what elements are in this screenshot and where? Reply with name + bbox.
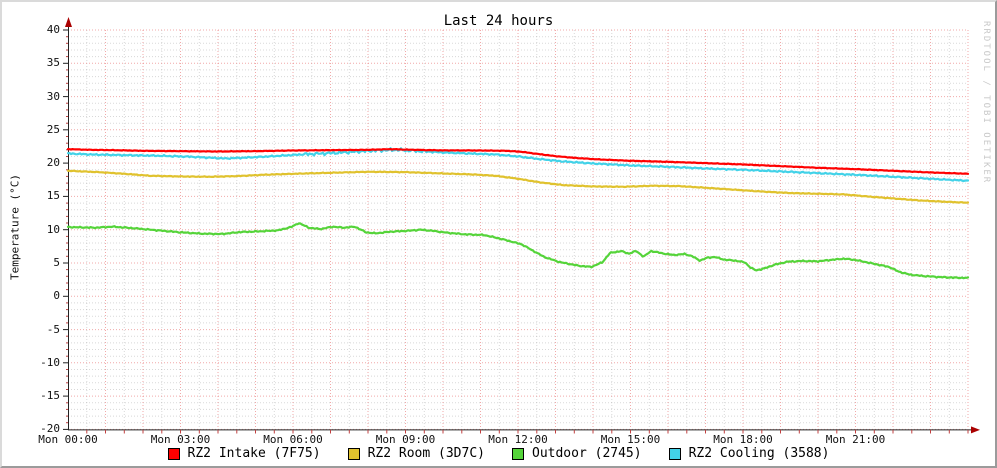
y-tick-label: 5 bbox=[53, 255, 60, 269]
x-tick-label: Mon 21:00 bbox=[825, 433, 886, 446]
x-tick-label: Mon 06:00 bbox=[263, 433, 323, 446]
legend-swatch bbox=[167, 447, 180, 460]
legend-label: RZ2 Room (3D7C) bbox=[367, 446, 485, 461]
chart-title: Last 24 hours bbox=[443, 13, 554, 29]
y-tick-label: 25 bbox=[46, 122, 60, 136]
legend-label: RZ2 Cooling (3588) bbox=[688, 446, 830, 461]
legend-swatch bbox=[668, 447, 681, 460]
y-tick-label: -15 bbox=[40, 389, 60, 403]
y-tick-label: 30 bbox=[46, 89, 60, 103]
legend: RZ2 Intake (7F75) RZ2 Room (3D7C) Outdoor … bbox=[2, 446, 995, 461]
y-tick-label: 15 bbox=[46, 189, 60, 203]
y-tick-label: 20 bbox=[46, 156, 60, 170]
y-tick-label: 35 bbox=[46, 56, 60, 70]
y-tick-label: 10 bbox=[46, 222, 60, 236]
x-tick-label: Mon 18:00 bbox=[713, 433, 773, 446]
legend-label: RZ2 Intake (7F75) bbox=[187, 446, 321, 461]
legend-swatch bbox=[347, 447, 360, 460]
x-tick-label: Mon 12:00 bbox=[488, 433, 548, 446]
legend-label: Outdoor (2745) bbox=[532, 446, 642, 461]
legend-swatch bbox=[512, 447, 524, 460]
x-tick-label: Mon 03:00 bbox=[150, 433, 211, 446]
y-tick-label: 0 bbox=[53, 289, 60, 303]
x-tick-label: Mon 00:00 bbox=[38, 433, 98, 446]
x-tick-label: Mon 15:00 bbox=[600, 433, 661, 446]
y-tick-label: 40 bbox=[46, 23, 60, 36]
legend-item: Outdoor (2745) bbox=[512, 446, 642, 461]
legend-item: RZ2 Cooling (3588) bbox=[668, 446, 830, 461]
legend-item: RZ2 Room (3D7C) bbox=[347, 446, 485, 461]
y-tick-label: -10 bbox=[40, 355, 60, 369]
x-tick-label: Mon 09:00 bbox=[375, 433, 436, 446]
y-tick-label: -20 bbox=[40, 422, 60, 436]
y-tick-label: -5 bbox=[46, 322, 60, 336]
rrdtool-watermark: RRDTOOL / TOBI OETIKER bbox=[981, 21, 991, 185]
legend-item: RZ2 Intake (7F75) bbox=[167, 446, 321, 461]
